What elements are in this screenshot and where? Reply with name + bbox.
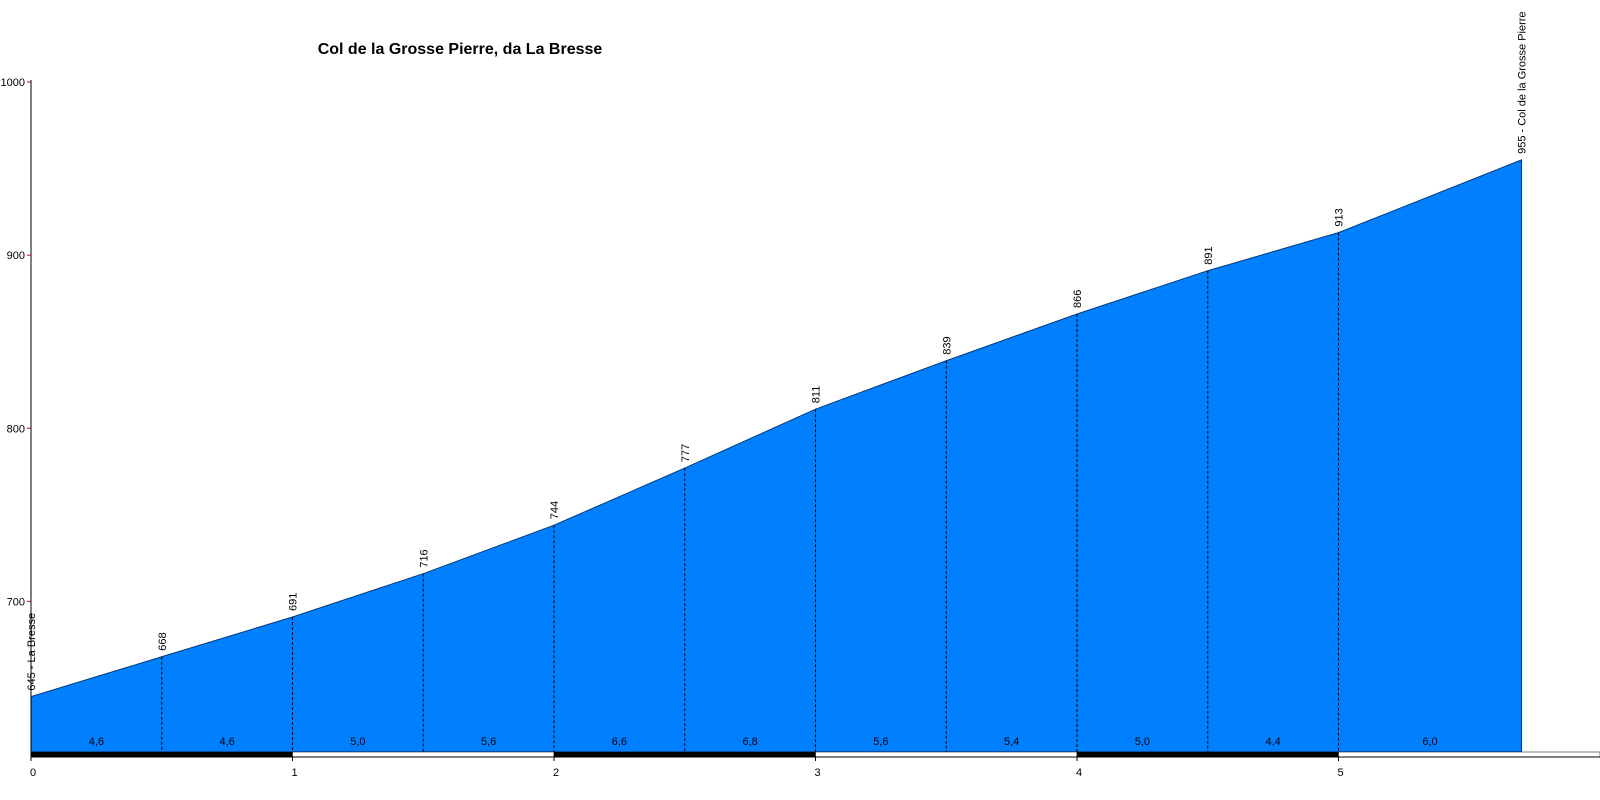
- segment-gradient: 5,6: [873, 736, 888, 748]
- point-label: 839: [941, 336, 953, 354]
- point-label: 891: [1203, 246, 1215, 264]
- x-tick-label: 4: [1076, 767, 1082, 779]
- segment-gradient: 6,6: [612, 736, 627, 748]
- segment-gradient: 5,0: [1135, 736, 1150, 748]
- km-strip: [1076, 751, 1339, 758]
- point-label: 866: [1072, 290, 1084, 308]
- point-label: 955 - Col de la Grosse Pierre: [1517, 11, 1529, 153]
- point-label: 913: [1334, 208, 1346, 226]
- point-label: 691: [288, 593, 300, 611]
- x-tick-label: 5: [1337, 767, 1343, 779]
- y-tick-label: 700: [7, 596, 25, 608]
- y-tick-label: 1000: [1, 77, 25, 89]
- profile-area: [30, 159, 1523, 753]
- segment-gradient: 4,4: [1265, 736, 1280, 748]
- y-tick-label: 900: [7, 250, 25, 262]
- x-tick-label: 2: [553, 767, 559, 779]
- point-label: 744: [549, 501, 561, 519]
- segment-gradient: 5,6: [481, 736, 496, 748]
- segment-gradient: 4,6: [89, 736, 104, 748]
- km-strip: [30, 751, 293, 758]
- km-strip: [1338, 751, 1600, 758]
- segment-gradient: 4,6: [219, 736, 234, 748]
- x-tick-label: 3: [814, 767, 820, 779]
- x-tick-label: 0: [30, 767, 36, 779]
- segment-gradient: 6,0: [1422, 736, 1437, 748]
- point-label: 668: [157, 632, 169, 650]
- km-strip: [553, 751, 816, 758]
- segment-gradient: 6,8: [742, 736, 757, 748]
- x-tick-label: 1: [291, 767, 297, 779]
- segment-gradient: 5,4: [1004, 736, 1019, 748]
- point-label: 811: [811, 386, 823, 404]
- y-tick-label: 800: [7, 423, 25, 435]
- chart-title: Col de la Grosse Pierre, da La Bresse: [318, 41, 603, 58]
- km-strip: [292, 751, 555, 758]
- km-strip: [815, 751, 1078, 758]
- point-label: 645 - La Bresse: [26, 613, 38, 691]
- segment-gradient: 5,0: [350, 736, 365, 748]
- point-label: 716: [418, 549, 430, 567]
- point-label: 777: [680, 444, 692, 462]
